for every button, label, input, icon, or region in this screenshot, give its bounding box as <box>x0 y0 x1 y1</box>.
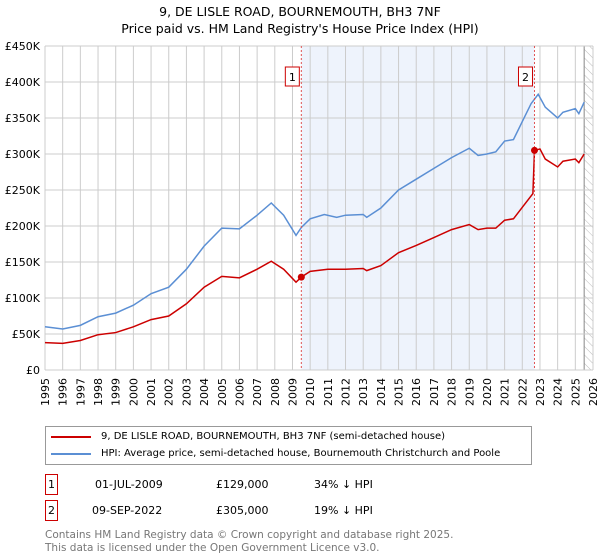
transaction-badge: 1 <box>45 474 58 495</box>
footer-copyright: Contains HM Land Registry data © Crown c… <box>45 529 454 541</box>
y-tick-label: £200K <box>5 220 41 233</box>
sale-badge <box>517 66 533 87</box>
x-tick-label: 2004 <box>198 378 211 406</box>
x-tick-label: 2009 <box>286 378 299 406</box>
x-tick-label: 1997 <box>74 378 87 406</box>
legend-blue-line <box>51 452 91 455</box>
x-tick-label: 2021 <box>499 378 512 406</box>
transaction-price: £129,000 <box>216 478 269 491</box>
hatched-region <box>584 46 593 370</box>
x-tick-label: 2006 <box>233 378 246 406</box>
x-tick-label: 1995 <box>39 378 52 406</box>
transaction-diff: 19% ↓ HPI <box>314 504 373 517</box>
chart-svg: 1995 1996 1997 1998 1999 2000 2001 2002 2003 2004… <box>5 40 600 406</box>
x-tick-label: 2010 <box>304 378 317 406</box>
transaction-diff: 34% ↓ HPI <box>314 478 373 491</box>
legend: 9, DE LISLE ROAD, BOURNEMOUTH, BH3 7NF (… <box>45 426 532 465</box>
x-tick-label: 2008 <box>269 378 282 406</box>
x-tick-label: 1999 <box>110 378 123 406</box>
x-tick-label: 2026 <box>587 378 600 406</box>
x-tick-label: 2012 <box>340 378 353 406</box>
footer: Contains HM Land Registry data © Crown c… <box>45 529 453 555</box>
x-tick-label: 2024 <box>552 378 565 406</box>
x-tick-label: 2025 <box>569 378 582 406</box>
x-tick-label: 2015 <box>393 378 406 406</box>
y-tick-label: £250K <box>5 184 41 197</box>
x-tick-label: 2011 <box>322 378 335 406</box>
y-tick-label: £450K <box>5 40 41 53</box>
x-tick-label: 2003 <box>180 378 193 406</box>
y-tick-label: £300K <box>5 148 41 161</box>
x-tick-label: 2005 <box>216 378 229 406</box>
x-tick-label: 2020 <box>481 378 494 406</box>
transaction-badge: 2 <box>45 500 58 521</box>
x-tick-label: 1996 <box>57 378 70 406</box>
x-tick-label: 2022 <box>516 378 529 406</box>
sale-badge-label: 2 <box>522 71 529 84</box>
sale-point <box>297 273 305 281</box>
x-tick-label: 2002 <box>163 378 176 406</box>
sale-point <box>530 146 538 154</box>
transaction-date: 09-SEP-2022 <box>92 504 163 517</box>
sale-badge-label: 1 <box>289 71 296 84</box>
x-tick-label: 2014 <box>375 378 388 406</box>
y-tick-label: £400K <box>5 76 41 89</box>
x-tick-label: 2001 <box>145 378 158 406</box>
y-tick-label: £100K <box>5 292 41 305</box>
x-tick-label: 1998 <box>92 378 105 406</box>
footer-licence: This data is licensed under the Open Gov… <box>45 542 380 554</box>
x-tick-label: 2023 <box>534 378 547 406</box>
y-tick-label: £0 <box>26 364 40 377</box>
legend-property: 9, DE LISLE ROAD, BOURNEMOUTH, BH3 7NF (… <box>101 431 446 442</box>
transaction-row: 1 01-JUL-2009 £129,000 34% ↓ HPI <box>45 474 373 495</box>
x-tick-label: 2016 <box>410 378 423 406</box>
y-tick-label: £50K <box>12 328 41 341</box>
sale-badge <box>284 66 300 87</box>
y-tick-label: £350K <box>5 112 41 125</box>
x-tick-label: 2017 <box>428 378 441 406</box>
chart-subtitle: Price paid vs. HM Land Registry's House … <box>121 21 479 36</box>
hpi-line <box>44 92 585 330</box>
legend-hpi: HPI: Average price, semi-detached house,… <box>101 448 501 459</box>
transaction-row: 2 09-SEP-2022 £305,000 19% ↓ HPI <box>45 500 373 521</box>
transaction-date: 01-JUL-2009 <box>95 478 163 491</box>
y-tick-label: £150K <box>5 256 41 269</box>
transaction-price: £305,000 <box>216 504 269 517</box>
legend-red-line <box>51 435 91 438</box>
x-tick-label: 2019 <box>463 378 476 406</box>
x-tick-label: 2000 <box>127 378 140 406</box>
x-tick-label: 2013 <box>357 378 370 406</box>
shaded-ownership-period <box>301 46 535 370</box>
x-tick-label: 2007 <box>251 378 264 406</box>
x-tick-label: 2018 <box>446 378 459 406</box>
chart-title: 9, DE LISLE ROAD, BOURNEMOUTH, BH3 7NF <box>159 4 441 19</box>
